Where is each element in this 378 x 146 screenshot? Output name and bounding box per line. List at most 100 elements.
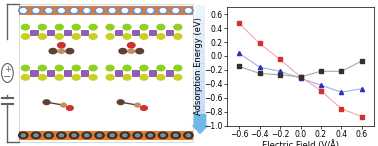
Circle shape [107,132,117,139]
Circle shape [67,106,73,110]
Bar [195,49,205,53]
Circle shape [157,65,165,71]
Bar [195,89,205,93]
Circle shape [186,9,191,12]
Circle shape [72,24,80,30]
FancyBboxPatch shape [81,30,88,35]
Circle shape [71,9,77,12]
X-axis label: Electric Field (V/Å): Electric Field (V/Å) [262,140,339,146]
Circle shape [89,34,97,39]
Bar [195,60,205,64]
Bar [195,13,205,16]
Circle shape [135,134,140,137]
Bar [195,52,205,56]
Circle shape [140,24,148,30]
FancyBboxPatch shape [47,71,54,75]
Circle shape [136,48,144,54]
Circle shape [22,34,29,39]
Circle shape [44,132,53,139]
Circle shape [89,65,97,71]
Circle shape [19,7,28,14]
Circle shape [82,7,91,14]
Circle shape [39,34,46,39]
Circle shape [128,49,135,53]
Circle shape [110,134,114,137]
Circle shape [174,24,182,30]
Circle shape [146,7,155,14]
Circle shape [39,24,46,30]
Circle shape [58,49,65,53]
Circle shape [66,48,74,54]
Bar [195,56,205,60]
Circle shape [44,7,53,14]
Circle shape [123,134,127,137]
FancyBboxPatch shape [81,71,88,75]
Circle shape [122,9,128,12]
Bar [195,38,205,42]
Circle shape [106,24,114,30]
Bar [195,67,205,71]
Bar [195,85,205,89]
Bar [195,110,205,114]
Circle shape [39,75,46,80]
Bar [195,107,205,111]
Circle shape [173,9,178,12]
Circle shape [31,132,41,139]
FancyBboxPatch shape [19,4,193,142]
Circle shape [20,9,26,12]
Circle shape [95,132,104,139]
Text: −: − [3,72,11,82]
Circle shape [133,7,142,14]
Circle shape [171,7,180,14]
Circle shape [95,7,104,14]
Circle shape [55,75,63,80]
Circle shape [147,9,153,12]
Circle shape [171,132,180,139]
Circle shape [148,134,152,137]
Bar [19,131,193,140]
Bar [19,6,193,15]
Circle shape [158,132,168,139]
FancyBboxPatch shape [166,30,173,35]
Circle shape [117,100,124,105]
Circle shape [120,132,130,139]
FancyBboxPatch shape [115,71,122,75]
Circle shape [39,65,46,71]
Circle shape [22,75,29,80]
Circle shape [133,132,142,139]
Circle shape [31,7,41,14]
Bar [195,100,205,104]
Circle shape [123,65,131,71]
Circle shape [184,7,193,14]
Bar [195,92,205,96]
Circle shape [33,9,39,12]
Circle shape [123,34,131,39]
Bar [195,74,205,78]
Circle shape [184,132,193,139]
Circle shape [123,75,131,80]
Circle shape [98,134,102,137]
Circle shape [157,34,165,39]
Circle shape [84,9,90,12]
Circle shape [72,34,80,39]
Circle shape [46,9,51,12]
FancyBboxPatch shape [64,30,71,35]
Circle shape [55,65,63,71]
FancyBboxPatch shape [166,71,173,75]
Circle shape [21,134,25,137]
Circle shape [97,9,102,12]
FancyBboxPatch shape [30,30,37,35]
Circle shape [22,24,29,30]
Circle shape [135,9,140,12]
Circle shape [119,48,127,54]
FancyBboxPatch shape [149,71,156,75]
Bar [195,31,205,35]
Circle shape [107,7,117,14]
Circle shape [61,103,66,107]
Circle shape [59,134,64,137]
Circle shape [174,134,178,137]
Circle shape [127,43,135,48]
Bar [195,45,205,49]
Circle shape [106,34,114,39]
Circle shape [106,65,114,71]
